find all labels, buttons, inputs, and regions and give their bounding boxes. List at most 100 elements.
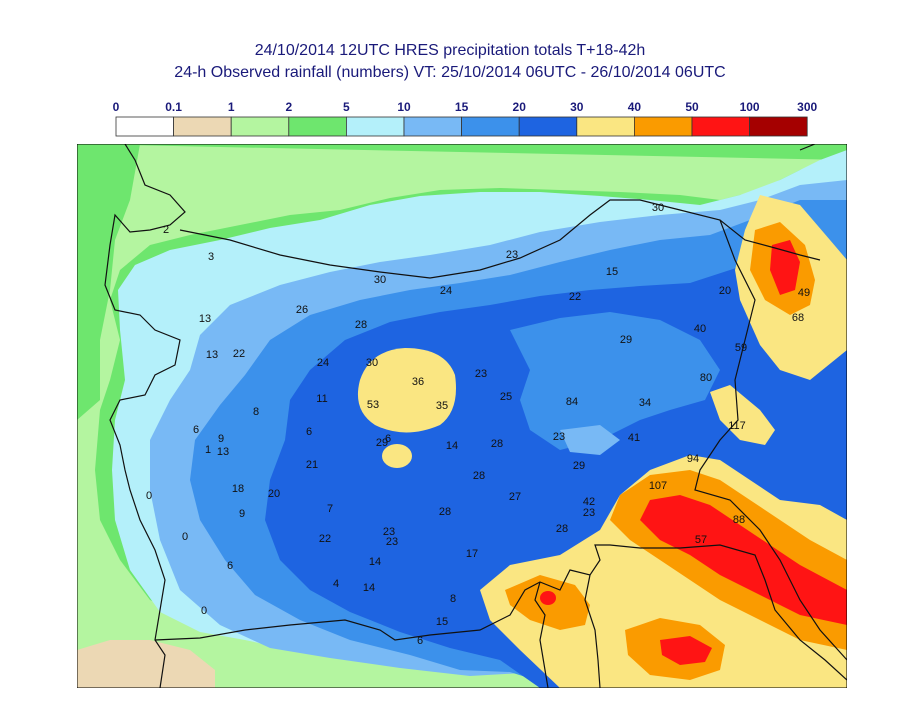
station-value: 24 [440,285,452,297]
station-value: 15 [606,266,618,278]
legend-swatch [749,116,808,137]
legend-swatch [115,116,174,137]
station-value: 94 [687,453,699,465]
legend-threshold-label: 300 [797,100,817,114]
station-value: 20 [719,285,731,297]
station-value: 59 [735,342,747,354]
station-value: 28 [473,470,485,482]
station-value: 53 [367,399,379,411]
station-value: 0 [146,490,152,502]
station-value: 2 [163,224,169,236]
station-value: 25 [500,391,512,403]
station-value: 36 [412,376,424,388]
station-value: 21 [306,459,318,471]
station-value: 35 [436,400,448,412]
station-value: 14 [446,440,458,452]
station-value: 30 [652,202,664,214]
station-value: 57 [695,534,707,546]
station-value: 9 [218,433,224,445]
field-50-100-east [770,240,800,295]
station-value: 15 [436,616,448,628]
field-50-100-south2 [660,636,712,665]
station-value: 6 [306,426,312,438]
station-value: 0 [201,605,207,617]
field-50-100-southeast [640,495,847,625]
station-value: 0 [182,531,188,543]
map-title: 24/10/2014 12UTC HRES precipitation tota… [254,42,646,59]
legend-swatch [634,116,693,137]
field-30-40-spot [710,385,775,445]
station-value: 23 [553,431,565,443]
station-value: 22 [319,533,331,545]
station-value: 7 [327,503,333,515]
field-15-20-inner [510,312,720,450]
station-value: 13 [206,349,218,361]
station-value: 30 [366,357,378,369]
station-value: 22 [569,291,581,303]
legend-threshold-label: 5 [343,100,350,114]
station-value: 6 [417,635,423,647]
legend-swatch [230,116,290,137]
station-value: 23 [475,368,487,380]
station-value: 41 [628,432,640,444]
station-value: 42 [583,496,595,508]
station-value: 27 [509,491,521,503]
station-value: 6 [385,433,391,445]
legend-swatch [461,116,520,137]
station-value: 6 [227,560,233,572]
station-value: 30 [374,274,386,286]
station-value: 26 [296,304,308,316]
legend-threshold-label: 30 [570,100,584,114]
legend-threshold-label: 40 [628,100,642,114]
field-2-5-west [77,144,140,420]
station-value: 107 [649,480,667,492]
legend-threshold-label: 1 [228,100,235,114]
legend-threshold-label: 20 [513,100,527,114]
legend-swatch [345,116,405,137]
station-value: 24 [317,357,329,369]
station-value: 13 [217,446,229,458]
station-value: 3 [208,251,214,263]
station-value: 11 [316,393,327,405]
field-10-15-inner [560,425,620,455]
legend-swatch [403,116,462,137]
station-value: 29 [573,460,585,472]
station-value: 22 [233,348,245,360]
station-value: 23 [383,526,395,538]
station-value: 4 [333,578,339,590]
legend-threshold-label: 0.1 [165,100,182,114]
station-value: 68 [792,312,804,324]
legend-threshold-label: 2 [285,100,292,114]
station-value: 23 [583,507,595,519]
station-value: 84 [566,396,578,408]
color-legend: 0 0.1 1 2 5 10 15 20 30 40 50 100 300 [113,100,818,137]
station-value: 34 [639,397,651,409]
legend-threshold-label: 50 [685,100,699,114]
station-value: 49 [798,287,810,299]
legend-threshold-label: 15 [455,100,469,114]
station-value: 28 [556,523,568,535]
station-value: 23 [506,249,518,261]
station-value: 28 [439,506,451,518]
station-value: 117 [728,420,746,432]
station-value: 23 [386,536,398,548]
field-50-100-south [540,591,556,605]
station-value: 28 [491,438,503,450]
legend-swatch [518,116,578,137]
map-subtitle: 24-h Observed rainfall (numbers) VT: 25/… [174,64,726,81]
field-0.1-1 [77,640,215,688]
legend-swatch [691,116,750,137]
station-value: 20 [268,488,280,500]
legend-threshold-label: 100 [740,100,760,114]
station-value: 1 [205,444,211,456]
station-value: 8 [450,593,456,605]
station-value: 29 [620,334,632,346]
station-value: 88 [733,514,745,526]
station-value: 80 [700,372,712,384]
station-value: 14 [369,556,381,568]
legend-threshold-label: 10 [397,100,411,114]
station-value: 40 [694,323,706,335]
station-value: 6 [193,424,199,436]
legend-swatch [173,116,232,137]
